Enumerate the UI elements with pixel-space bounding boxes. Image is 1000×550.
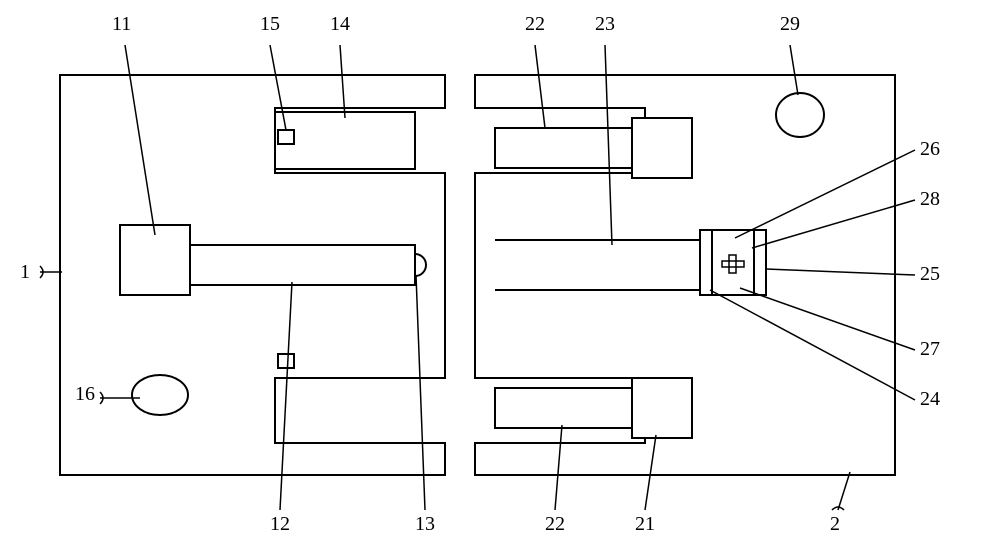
leader-L11 <box>125 45 155 235</box>
label-29: 29 <box>780 13 800 35</box>
label-27: 27 <box>920 338 940 360</box>
leader-L22 <box>535 45 545 128</box>
label-26: 26 <box>920 138 940 160</box>
bar-22 <box>495 388 632 428</box>
label-11: 11 <box>112 13 131 35</box>
bar-22 <box>495 128 632 168</box>
leader-L26 <box>735 150 915 238</box>
leader-L22b <box>555 425 562 510</box>
leader-L25 <box>766 269 915 275</box>
leader-L27 <box>740 288 915 350</box>
label-15: 15 <box>260 13 280 35</box>
label-13: 13 <box>415 513 435 535</box>
label-23: 23 <box>595 13 615 35</box>
block-11 <box>120 225 190 295</box>
label-24: 24 <box>920 388 940 410</box>
hole16 <box>132 375 188 415</box>
bar-12 <box>190 245 415 285</box>
channel-23 <box>495 240 700 290</box>
label-22: 22 <box>545 513 565 535</box>
hole29 <box>776 93 824 137</box>
leader-L24 <box>710 290 915 400</box>
bar-14 <box>275 112 415 169</box>
label-2: 2 <box>830 513 840 535</box>
label-25: 25 <box>920 263 940 285</box>
block-21 <box>632 118 692 178</box>
leader-L2 <box>838 472 850 510</box>
leader-L21 <box>645 435 656 510</box>
label-16: 16 <box>75 383 95 405</box>
leader-L28 <box>752 200 915 248</box>
leader-L29 <box>790 45 798 95</box>
block-21 <box>632 378 692 438</box>
label-22: 22 <box>525 13 545 35</box>
stub-15 <box>278 130 294 144</box>
label-12: 12 <box>270 513 290 535</box>
label-1: 1 <box>20 261 30 283</box>
label-14: 14 <box>330 13 350 35</box>
tip-13 <box>415 254 426 276</box>
label-21: 21 <box>635 513 655 535</box>
socket-outer-24 <box>700 230 766 295</box>
label-28: 28 <box>920 188 940 210</box>
stub-15 <box>278 354 294 368</box>
